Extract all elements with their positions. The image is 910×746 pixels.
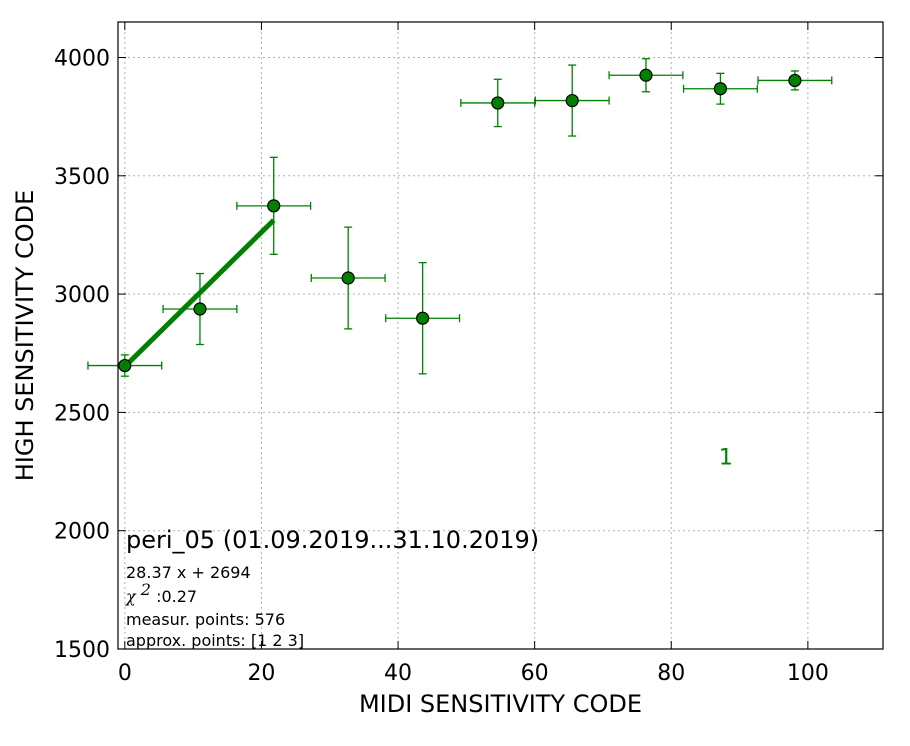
marker-number-label: 1 — [719, 445, 733, 470]
data-point — [416, 311, 430, 325]
y-tick-label: 2500 — [54, 401, 110, 426]
y-tick-label: 2000 — [54, 520, 110, 545]
annotation-approx-points: approx. points: [1 2 3] — [126, 631, 304, 650]
data-point — [491, 96, 505, 110]
plot-frame — [117, 21, 884, 650]
error-bars — [87, 58, 833, 377]
y-tick-label: 1500 — [54, 638, 110, 663]
x-tick-label: 0 — [118, 661, 132, 686]
annotation-block: peri_05 (01.09.2019...31.10.2019) 28.37 … — [125, 526, 539, 650]
x-tick-label: 20 — [247, 661, 275, 686]
x-tick-label: 100 — [787, 661, 829, 686]
y-tick-label: 3500 — [54, 165, 110, 190]
annotation-title: peri_05 (01.09.2019...31.10.2019) — [126, 526, 539, 554]
y-tick-label: 3000 — [54, 283, 110, 308]
data-point — [639, 68, 653, 82]
data-point — [713, 82, 728, 96]
grid-lines — [118, 22, 883, 650]
x-tick-label: 40 — [384, 661, 412, 686]
y-tick-label: 4000 — [54, 46, 110, 71]
axis-ticks: 0 20 40 60 80 100 1500 2000 2500 3000 3500 4000 — [54, 22, 883, 686]
data-point — [118, 358, 132, 373]
x-tick-label: 60 — [521, 661, 549, 686]
chi-symbol: χ — [125, 587, 137, 606]
fit-line — [123, 218, 276, 369]
chi-value: :0.27 — [156, 587, 197, 606]
annotation-chi-square: χ 2 :0.27 — [125, 580, 197, 606]
data-point — [267, 199, 281, 213]
annotation-equation: 28.37 x + 2694 — [126, 563, 251, 582]
x-axis-label: MIDI SENSITIVITY CODE — [359, 690, 642, 718]
data-points — [118, 68, 802, 373]
fit-line-layer — [123, 218, 276, 369]
data-point — [193, 302, 207, 316]
annotation-measur-points: measur. points: 576 — [126, 610, 285, 629]
data-point — [788, 73, 802, 88]
chi-superscript: 2 — [140, 580, 151, 599]
x-tick-label: 80 — [657, 661, 685, 686]
data-point — [341, 271, 355, 285]
data-point — [565, 93, 579, 108]
y-axis-label: HIGH SENSITIVITY CODE — [11, 190, 39, 482]
